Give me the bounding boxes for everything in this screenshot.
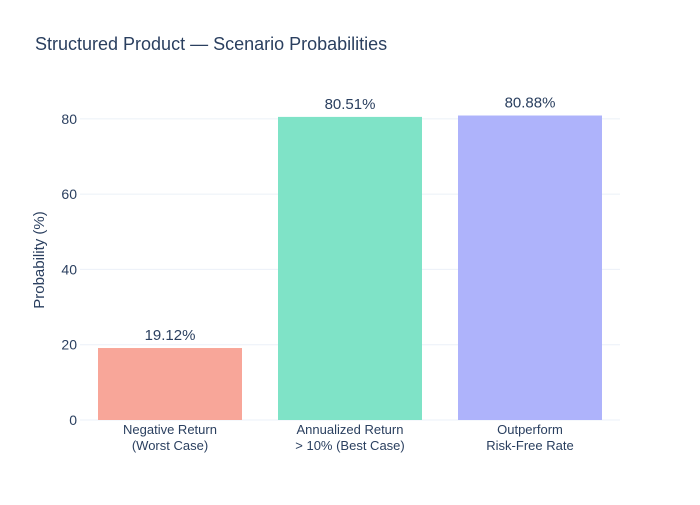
x-tick-label: Negative Return (Worst Case): [123, 422, 217, 453]
bars: [98, 115, 602, 420]
y-axis-label: Probability (%): [31, 211, 48, 309]
x-axis-ticks: Negative Return (Worst Case) Annualized Re…: [123, 422, 574, 453]
bar[interactable]: [458, 115, 602, 420]
y-tick-label: 20: [61, 337, 77, 353]
x-tick-label-line: Negative Return: [123, 422, 217, 437]
y-tick-label: 60: [61, 186, 77, 202]
x-tick-label: Annualized Return > 10% (Best Case): [295, 422, 404, 453]
bar-data-label: 19.12%: [145, 327, 196, 344]
y-tick-label: 80: [61, 111, 77, 127]
x-tick-label-line: (Worst Case): [132, 438, 208, 453]
x-tick-label-line: Risk-Free Rate: [486, 438, 573, 453]
bar[interactable]: [278, 116, 422, 420]
y-tick-label: 40: [61, 261, 77, 277]
chart-title: Structured Product — Scenario Probabilit…: [35, 34, 387, 54]
x-tick-label-line: Outperform: [497, 422, 563, 437]
x-tick-label-line: > 10% (Best Case): [295, 438, 404, 453]
bar[interactable]: [98, 348, 242, 420]
x-tick-label: Outperform Risk-Free Rate: [486, 422, 573, 453]
bar-data-label: 80.88%: [505, 95, 556, 112]
y-tick-label: 0: [69, 412, 77, 428]
y-axis-ticks: 0 20 40 60 80: [61, 111, 77, 428]
bar-data-label: 80.51%: [325, 96, 376, 113]
x-tick-label-line: Annualized Return: [297, 422, 404, 437]
data-labels: 19.12% 80.51% 80.88%: [145, 95, 556, 345]
